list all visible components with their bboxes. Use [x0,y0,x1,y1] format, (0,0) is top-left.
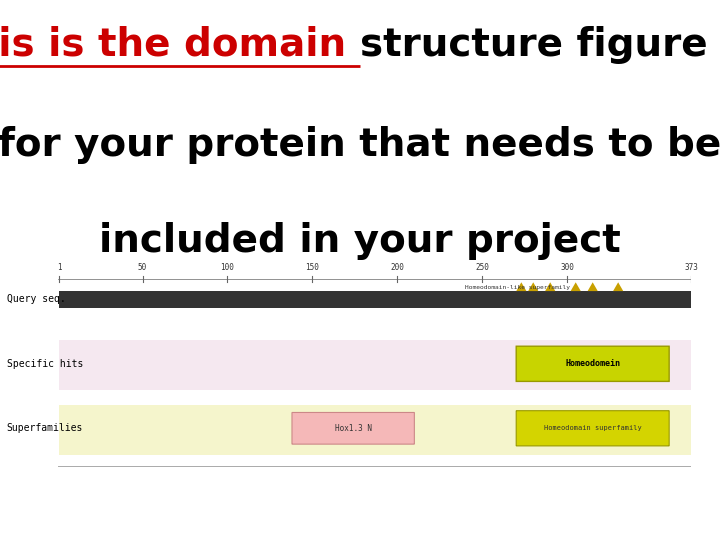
Bar [59,405,691,455]
Text: structure figure: structure figure [360,26,708,64]
Text: This is the domain: This is the domain [0,26,360,64]
Text: Query seq.: Query seq. [6,294,66,305]
Text: Homeodomain superfamily: Homeodomain superfamily [544,426,642,431]
Text: 100: 100 [220,263,235,272]
Bar [59,340,691,390]
Text: 150: 150 [305,263,320,272]
Polygon shape [545,282,555,291]
Text: 1: 1 [57,263,62,272]
FancyBboxPatch shape [516,411,669,446]
Text: Superfamilies: Superfamilies [6,423,83,433]
Text: 300: 300 [560,263,574,272]
Text: Homeodomain-like superfamily
JHI binding site: Homeodomain-like superfamily JHI binding… [465,285,570,296]
FancyBboxPatch shape [516,346,669,381]
Text: for your protein that needs to be: for your protein that needs to be [0,126,720,164]
Text: 200: 200 [390,263,404,272]
Text: 50: 50 [138,263,147,272]
Bar [59,291,691,307]
Polygon shape [528,282,539,291]
Polygon shape [613,282,624,291]
Polygon shape [516,282,526,291]
Polygon shape [588,282,598,291]
Text: Hox1.3 N: Hox1.3 N [335,424,372,433]
Polygon shape [570,282,581,291]
FancyBboxPatch shape [292,413,414,444]
Text: Homeodomein: Homeodomein [565,359,620,368]
Text: 373: 373 [684,263,698,272]
Text: included in your project: included in your project [99,222,621,260]
Text: Specific hits: Specific hits [6,359,83,369]
Text: 250: 250 [475,263,489,272]
